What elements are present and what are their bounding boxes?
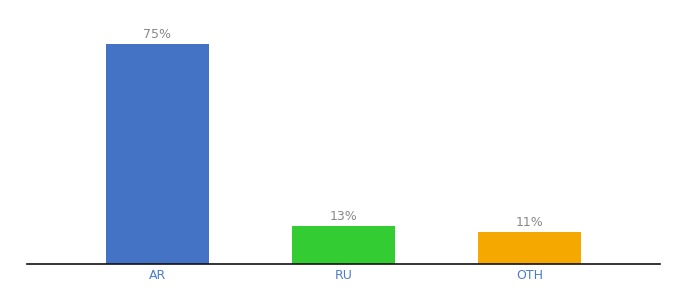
Bar — [478, 232, 581, 264]
Bar — [292, 226, 394, 264]
Text: 11%: 11% — [515, 216, 543, 229]
Bar — [106, 44, 209, 264]
Text: 75%: 75% — [143, 28, 171, 41]
Text: 13%: 13% — [330, 210, 357, 223]
